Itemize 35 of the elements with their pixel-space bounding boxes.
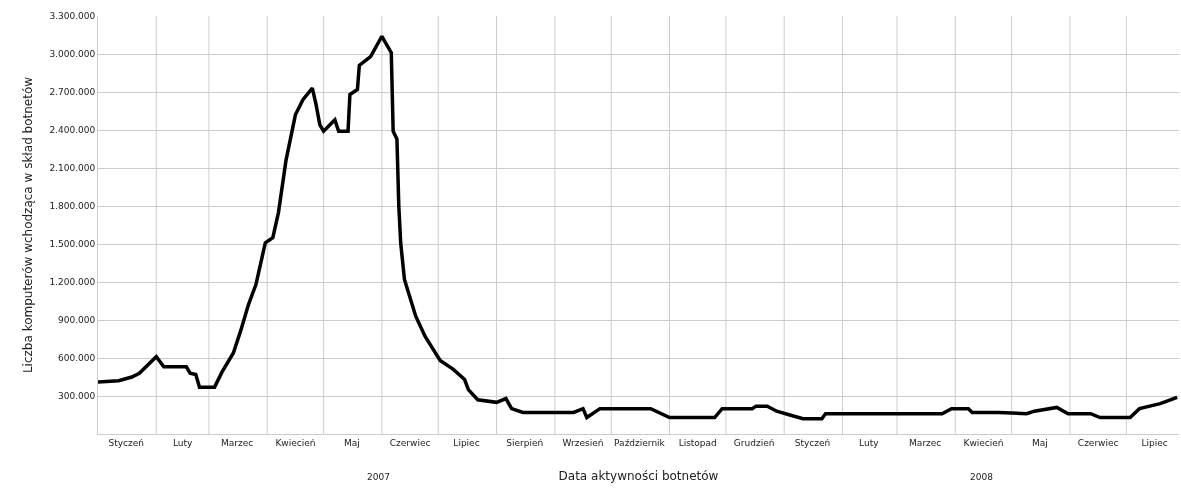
x-tick-label: Maj bbox=[343, 437, 360, 448]
x-tick-label: Czerwiec bbox=[1077, 437, 1119, 448]
y-tick-label: 900.000 bbox=[57, 315, 96, 326]
y-tick-label: 300.000 bbox=[57, 391, 96, 402]
x-tick-label: Marzec bbox=[909, 437, 942, 448]
line-series bbox=[98, 34, 1179, 421]
y-tick-label: 2.100.000 bbox=[49, 163, 96, 174]
x-tick-label: Luty bbox=[172, 437, 193, 448]
text: 2008 bbox=[970, 472, 994, 482]
x-tick-label: Październik bbox=[614, 437, 666, 448]
x-tick-label: Lipiec bbox=[453, 437, 480, 448]
x-tick-label: Kwiecień bbox=[275, 437, 316, 448]
x-tick-label: Maj bbox=[1031, 437, 1048, 448]
y-tick-label: 3.000.000 bbox=[49, 49, 96, 60]
y-axis-title: Liczba komputerów wchodząca w skład botnetów bbox=[20, 76, 35, 374]
x-axis-title: Data aktywności botnetów bbox=[558, 468, 719, 483]
x-tick-label: Listopad bbox=[678, 437, 717, 448]
y-tick-label: 3.300.000 bbox=[49, 11, 96, 22]
x-tick-label: Marzec bbox=[221, 437, 254, 448]
x-tick-label: Styczeń bbox=[108, 437, 144, 448]
y-tick-label: 1.800.000 bbox=[49, 201, 96, 212]
x-tick-label: Lipiec bbox=[1141, 437, 1168, 448]
y-tick-label: 2.400.000 bbox=[49, 125, 96, 136]
y-tick-label: 1.200.000 bbox=[49, 277, 96, 288]
x-tick-label: Styczeń bbox=[794, 437, 831, 448]
text: 2007 bbox=[367, 472, 390, 482]
y-tick-label: 2.700.000 bbox=[49, 87, 96, 98]
x-tick-label: Czerwiec bbox=[389, 437, 431, 448]
x-tick-label: Luty bbox=[859, 437, 880, 448]
x-tick-label: Wrzesień bbox=[562, 437, 604, 448]
x-tick-label: Kwiecień bbox=[963, 437, 1004, 448]
x-tick-label: Sierpień bbox=[506, 437, 544, 448]
x-tick-label: Grudzień bbox=[733, 437, 775, 448]
y-tick-label: 1.500.000 bbox=[49, 239, 96, 250]
y-tick-label: 600.000 bbox=[57, 353, 96, 364]
